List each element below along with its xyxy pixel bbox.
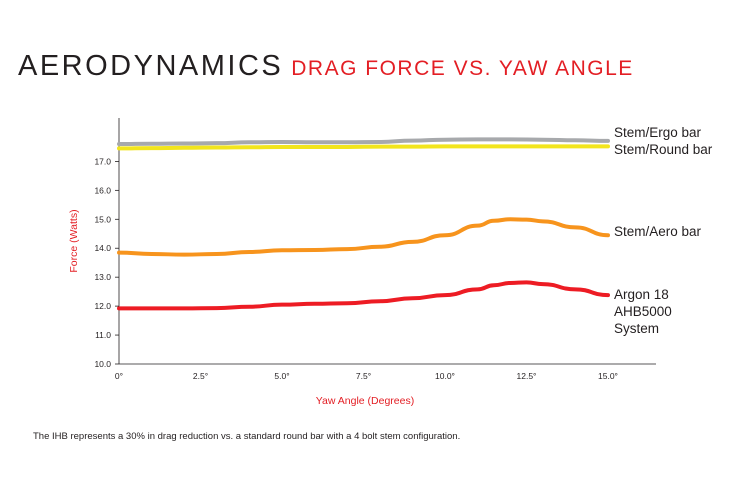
chart-title: AERODYNAMICS DRAG FORCE VS. YAW ANGLE — [18, 50, 634, 83]
y-tick-label: 11.0 — [95, 330, 111, 340]
y-tick-label: 12.0 — [94, 301, 111, 311]
series-line-stem-ergo — [117, 137, 610, 147]
series-label: Stem/Aero bar — [614, 224, 702, 239]
y-tick-label: 17.0 — [94, 156, 111, 166]
y-tick-label: 16.0 — [94, 185, 111, 195]
x-tick-label: 2.5° — [193, 371, 208, 381]
y-tick-label: 10.0 — [94, 359, 111, 369]
y-tick-label: 15.0 — [94, 214, 111, 224]
series-line-stem-round — [117, 144, 610, 151]
x-tick-label: 12.5° — [517, 371, 537, 381]
series-label: Stem/Ergo bar — [614, 125, 702, 140]
y-tick-label: 13.0 — [94, 272, 111, 282]
x-tick-label: 0° — [115, 371, 123, 381]
title-subtitle: DRAG FORCE VS. YAW ANGLE — [291, 57, 634, 80]
series-label: Argon 18 — [614, 287, 669, 302]
x-axis-label: Yaw Angle (Degrees) — [316, 395, 414, 407]
footnote: The IHB represents a 30% in drag reducti… — [33, 431, 461, 442]
series-label: AHB5000 — [614, 304, 672, 319]
x-tick-label: 15.0° — [598, 371, 618, 381]
series-line-argon18-ahb5000 — [117, 280, 610, 311]
x-tick-label: 10.0° — [435, 371, 455, 381]
series-label: Stem/Round bar — [614, 142, 713, 157]
x-tick-label: 7.5° — [356, 371, 371, 381]
series-line-stem-aero — [117, 217, 610, 257]
series-label: System — [614, 321, 659, 336]
y-tick-label: 14.0 — [94, 243, 111, 253]
title-main: AERODYNAMICS — [18, 50, 284, 82]
x-tick-label: 5.0° — [274, 371, 289, 381]
y-axis-label: Force (Watts) — [68, 209, 80, 272]
